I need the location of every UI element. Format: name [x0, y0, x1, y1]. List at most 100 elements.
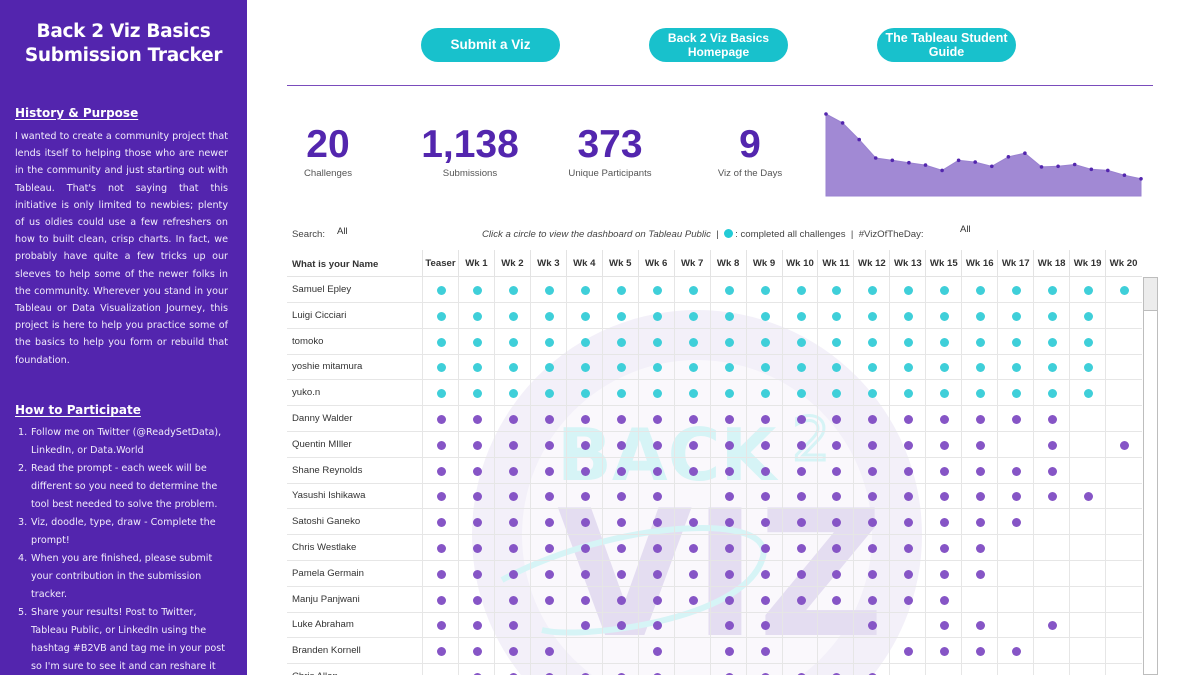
- submission-dot-icon[interactable]: [724, 440, 734, 450]
- submission-dot-icon[interactable]: [688, 595, 698, 605]
- submission-dot-icon[interactable]: [724, 415, 734, 424]
- sparkline-point-icon[interactable]: [857, 137, 861, 142]
- submission-dot-icon[interactable]: [437, 518, 446, 528]
- submission-dot-icon[interactable]: [832, 595, 842, 605]
- submission-dot-icon[interactable]: [940, 363, 950, 373]
- submission-dot-icon[interactable]: [904, 466, 914, 476]
- submission-dot-icon[interactable]: [724, 569, 734, 579]
- submission-dot-icon[interactable]: [832, 466, 842, 476]
- submission-dot-icon[interactable]: [472, 544, 482, 553]
- submission-dot-icon[interactable]: [472, 518, 482, 528]
- submission-dot-icon[interactable]: [976, 311, 986, 321]
- submission-dot-icon[interactable]: [544, 337, 554, 347]
- submission-dot-icon[interactable]: [437, 595, 446, 605]
- submission-dot-icon[interactable]: [544, 286, 554, 295]
- participant-name[interactable]: Shane Reynolds: [292, 464, 363, 476]
- submission-dot-icon[interactable]: [904, 518, 914, 528]
- submission-dot-icon[interactable]: [868, 440, 878, 450]
- submission-dot-icon[interactable]: [580, 363, 590, 373]
- submission-dot-icon[interactable]: [760, 569, 770, 579]
- submission-dot-icon[interactable]: [724, 492, 734, 502]
- sparkline-point-icon[interactable]: [1089, 167, 1094, 172]
- sparkline-point-icon[interactable]: [1072, 162, 1077, 167]
- submission-dot-icon[interactable]: [940, 544, 950, 553]
- submission-dot-icon[interactable]: [688, 337, 698, 347]
- submission-dot-icon[interactable]: [508, 286, 518, 295]
- submission-dot-icon[interactable]: [976, 286, 986, 295]
- submission-dot-icon[interactable]: [472, 492, 482, 502]
- submission-dot-icon[interactable]: [472, 466, 482, 476]
- submission-dot-icon[interactable]: [652, 621, 662, 631]
- submission-dot-icon[interactable]: [508, 673, 518, 675]
- participant-name[interactable]: yuko.n: [292, 387, 321, 399]
- submission-dot-icon[interactable]: [1084, 389, 1094, 399]
- submission-dot-icon[interactable]: [1048, 286, 1058, 295]
- submission-dot-icon[interactable]: [760, 518, 770, 528]
- participant-name[interactable]: Chris Westlake: [292, 542, 357, 553]
- submission-dot-icon[interactable]: [652, 544, 662, 553]
- submission-dot-icon[interactable]: [976, 363, 986, 373]
- submission-dot-icon[interactable]: [1012, 518, 1022, 528]
- submission-dot-icon[interactable]: [652, 311, 662, 321]
- submission-dot-icon[interactable]: [544, 492, 554, 502]
- participant-name[interactable]: Satoshi Ganeko: [292, 516, 361, 528]
- submission-dot-icon[interactable]: [868, 492, 878, 502]
- submission-dot-icon[interactable]: [688, 518, 698, 528]
- submission-dot-icon[interactable]: [796, 518, 806, 528]
- submission-dot-icon[interactable]: [1048, 621, 1058, 631]
- submission-dot-icon[interactable]: [616, 492, 626, 502]
- participant-name[interactable]: Branden Kornell: [292, 645, 361, 657]
- submission-dot-icon[interactable]: [437, 466, 446, 476]
- submission-dot-icon[interactable]: [904, 363, 914, 373]
- submission-dot-icon[interactable]: [1048, 311, 1058, 321]
- sparkline-point-icon[interactable]: [890, 158, 895, 163]
- sparkline-point-icon[interactable]: [907, 160, 911, 165]
- participant-name[interactable]: Pamela Germain: [292, 567, 364, 579]
- submission-dot-icon[interactable]: [616, 595, 626, 605]
- student-guide-button[interactable]: The Tableau Student Guide: [877, 28, 1016, 62]
- submission-dot-icon[interactable]: [437, 311, 446, 321]
- submission-dot-icon[interactable]: [616, 673, 626, 675]
- submission-dot-icon[interactable]: [580, 311, 590, 321]
- submission-dot-icon[interactable]: [1120, 440, 1130, 450]
- submission-dot-icon[interactable]: [940, 466, 950, 476]
- submission-dot-icon[interactable]: [760, 673, 770, 675]
- submission-dot-icon[interactable]: [472, 389, 482, 399]
- submission-dot-icon[interactable]: [508, 595, 518, 605]
- submission-dot-icon[interactable]: [472, 569, 482, 579]
- submission-dot-icon[interactable]: [976, 569, 986, 579]
- submission-dot-icon[interactable]: [688, 544, 698, 553]
- submission-dot-icon[interactable]: [760, 595, 770, 605]
- submission-dot-icon[interactable]: [904, 440, 914, 450]
- submission-dot-icon[interactable]: [976, 518, 986, 528]
- submission-dot-icon[interactable]: [437, 621, 446, 631]
- participant-name[interactable]: Danny Walder: [292, 413, 353, 424]
- submission-dot-icon[interactable]: [544, 363, 554, 373]
- submission-dot-icon[interactable]: [544, 569, 554, 579]
- submission-dot-icon[interactable]: [688, 311, 698, 321]
- submission-dot-icon[interactable]: [616, 466, 626, 476]
- submission-dot-icon[interactable]: [940, 518, 950, 528]
- submission-dot-icon[interactable]: [580, 492, 590, 502]
- submission-dot-icon[interactable]: [472, 621, 482, 631]
- submission-dot-icon[interactable]: [580, 621, 590, 631]
- submit-viz-button[interactable]: Submit a Viz: [421, 28, 560, 62]
- submission-dot-icon[interactable]: [1048, 492, 1058, 502]
- submission-dot-icon[interactable]: [616, 518, 626, 528]
- submission-dot-icon[interactable]: [904, 337, 914, 347]
- submission-dot-icon[interactable]: [472, 311, 482, 321]
- submission-dot-icon[interactable]: [940, 286, 950, 295]
- submission-dot-icon[interactable]: [940, 311, 950, 321]
- search-filter[interactable]: All: [337, 226, 348, 237]
- submission-dot-icon[interactable]: [1012, 389, 1022, 399]
- submission-dot-icon[interactable]: [580, 569, 590, 579]
- submission-dot-icon[interactable]: [544, 647, 554, 657]
- submission-dot-icon[interactable]: [976, 440, 986, 450]
- submission-dot-icon[interactable]: [1084, 311, 1094, 321]
- submission-dot-icon[interactable]: [832, 440, 842, 450]
- submission-dot-icon[interactable]: [652, 363, 662, 373]
- submission-dot-icon[interactable]: [976, 466, 986, 476]
- submission-dot-icon[interactable]: [652, 466, 662, 476]
- submission-dot-icon[interactable]: [796, 440, 806, 450]
- submission-dot-icon[interactable]: [868, 518, 878, 528]
